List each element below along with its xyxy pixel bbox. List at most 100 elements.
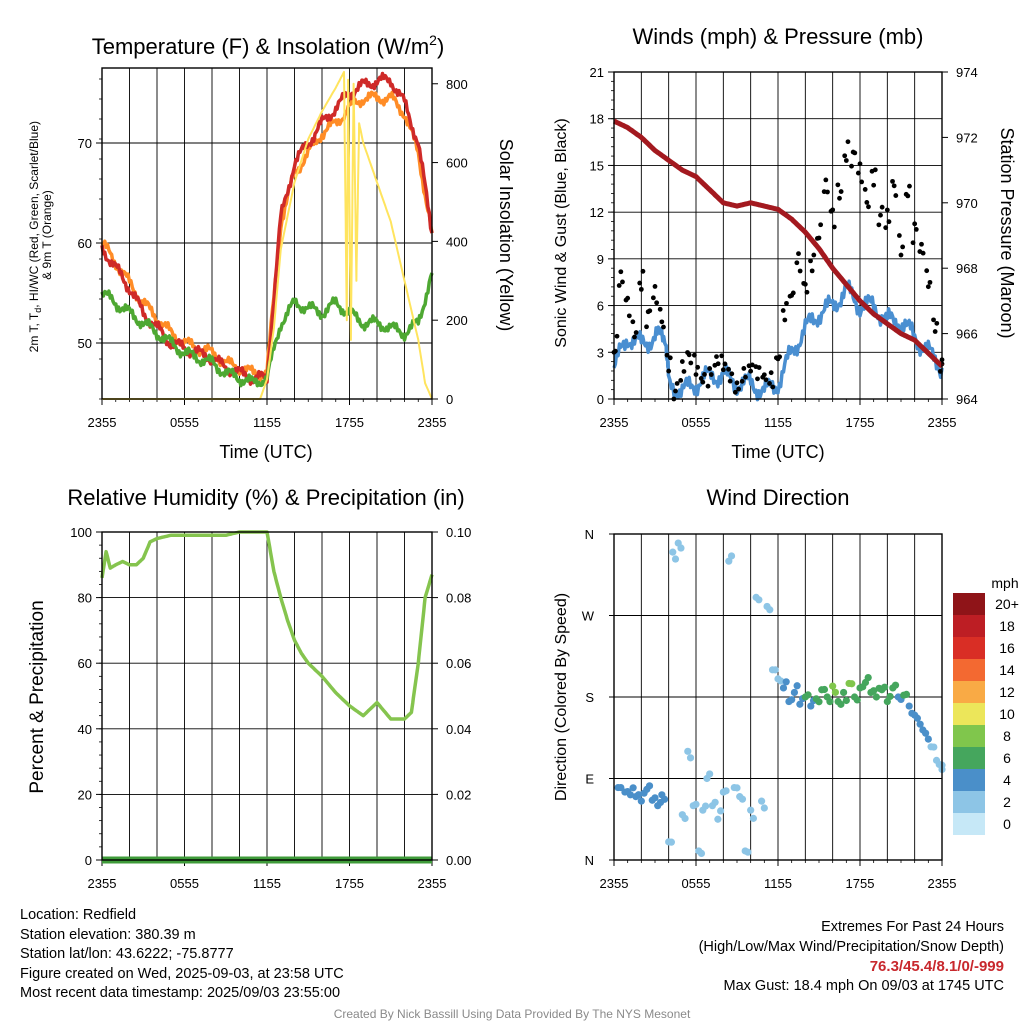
- direction-point: [820, 685, 829, 694]
- extremes-box: Extremes For Past 24 Hours (High/Low/Max…: [699, 918, 1004, 996]
- y-tick-label: E: [585, 772, 594, 787]
- legend-swatch: [953, 813, 985, 835]
- gust-point: [626, 313, 632, 319]
- extremes-subtitle: (High/Low/Max Wind/Precipitation/Snow De…: [698, 938, 1004, 955]
- direction-point: [864, 674, 872, 682]
- gust-point: [905, 193, 911, 199]
- direction-point: [706, 770, 714, 778]
- gust-point: [857, 161, 863, 167]
- gust-point: [673, 388, 678, 394]
- speed-legend: 20+ 18 16 14 12 10 8 6 4 2 0: [953, 593, 1019, 835]
- extremes-title: Extremes For Past 24 Hours: [821, 919, 1004, 935]
- y2-tick-label: 0.10: [446, 525, 471, 540]
- direction-point: [793, 682, 801, 690]
- gust-point: [741, 366, 747, 371]
- x-tick-label: 2355: [88, 876, 117, 891]
- y2-tick-label: 200: [446, 313, 468, 328]
- y2-tick-label: 600: [446, 156, 468, 171]
- gust-point: [722, 361, 728, 367]
- gust-point: [837, 195, 842, 201]
- gust-point: [920, 250, 926, 256]
- winds-panel: Winds (mph) & Pressure (mb) Sonic Wind &…: [553, 24, 1017, 462]
- station-elevation: Station elevation: 380.39 m: [20, 926, 196, 943]
- y-tick-label: 20: [78, 787, 92, 802]
- x-tick-label: 2355: [928, 876, 957, 891]
- gust-point: [768, 370, 774, 376]
- temperature-panel: Temperature (F) & Insolation (W/m2) 2m T…: [27, 32, 516, 462]
- legend-swatch: [953, 769, 985, 791]
- humidity-ylabel: Percent & Precipitation: [27, 600, 48, 793]
- y-tick-label: 40: [78, 722, 92, 737]
- gust-point: [693, 372, 699, 378]
- y2-tick-label: 966: [956, 327, 978, 342]
- y-tick-label: 80: [78, 591, 92, 606]
- gust-point: [719, 353, 725, 359]
- gust-point: [657, 306, 663, 312]
- gust-point: [842, 153, 848, 159]
- temperature-xlabel: Time (UTC): [219, 442, 312, 462]
- gust-point: [777, 354, 783, 360]
- legend-label: 20+: [995, 596, 1019, 612]
- x-tick-label: 2355: [88, 415, 117, 430]
- extremes-values: 76.3/45.4/8.1/0/-999: [869, 958, 1004, 976]
- gust-point: [650, 295, 656, 301]
- series-line: [102, 70, 433, 400]
- direction-point: [804, 691, 812, 699]
- direction-point: [913, 714, 922, 722]
- direction-point: [635, 791, 643, 799]
- direction-point: [788, 696, 796, 704]
- direction-point: [829, 682, 837, 690]
- y-tick-label: W: [582, 609, 595, 624]
- direction-point: [692, 800, 700, 808]
- y-tick-label: 0: [597, 392, 604, 407]
- y-tick-label: 50: [78, 336, 92, 351]
- gust-point: [849, 163, 854, 169]
- y2-tick-label: 964: [956, 392, 978, 407]
- direction-point: [807, 702, 815, 710]
- temperature-title: Temperature (F) & Insolation (W/m2): [92, 32, 445, 59]
- gust-point: [838, 189, 844, 194]
- direction-point: [626, 791, 635, 799]
- x-tick-label: 2355: [600, 415, 629, 430]
- gust-point: [720, 367, 726, 373]
- gust-point: [652, 284, 658, 289]
- direction-point: [733, 784, 741, 792]
- direction-point: [815, 698, 823, 706]
- y2-tick-label: 0.06: [446, 656, 471, 671]
- gust-point: [664, 352, 670, 358]
- humidity-title: Relative Humidity (%) & Precipitation (i…: [67, 485, 464, 510]
- legend-label: 12: [999, 684, 1015, 700]
- x-tick-label: 1755: [335, 876, 364, 891]
- legend-swatch: [953, 637, 985, 659]
- legend-swatch: [953, 703, 985, 725]
- x-tick-label: 1155: [253, 876, 281, 891]
- gust-point: [802, 281, 808, 287]
- x-tick-label: 1155: [764, 876, 792, 891]
- gust-point: [891, 183, 897, 189]
- gust-point: [780, 308, 786, 313]
- gust-point: [927, 279, 933, 285]
- gust-point: [614, 333, 620, 339]
- recent-timestamp: Most recent data timestamp: 2025/09/03 2…: [20, 985, 341, 1002]
- legend-label: 0: [1003, 816, 1011, 832]
- direction-point: [848, 680, 856, 688]
- gust-point: [702, 372, 707, 377]
- x-tick-label: 2355: [928, 415, 957, 430]
- gust-point: [729, 371, 735, 377]
- gust-point: [630, 319, 636, 325]
- direction-point: [853, 696, 861, 704]
- y2-tick-label: 974: [956, 65, 978, 80]
- direction-point: [749, 814, 758, 822]
- gust-point: [681, 369, 687, 374]
- legend-label: 18: [999, 618, 1015, 634]
- gust-point: [679, 359, 685, 364]
- y2-tick-label: 0: [446, 392, 453, 407]
- gust-point: [816, 235, 822, 241]
- y2-tick-label: 400: [446, 234, 468, 249]
- gust-point: [715, 361, 721, 367]
- winds-title: Winds (mph) & Pressure (mb): [633, 24, 924, 49]
- gust-point: [835, 182, 841, 188]
- gust-point: [726, 366, 731, 372]
- x-tick-label: 0555: [682, 876, 711, 891]
- gust-point: [825, 189, 830, 195]
